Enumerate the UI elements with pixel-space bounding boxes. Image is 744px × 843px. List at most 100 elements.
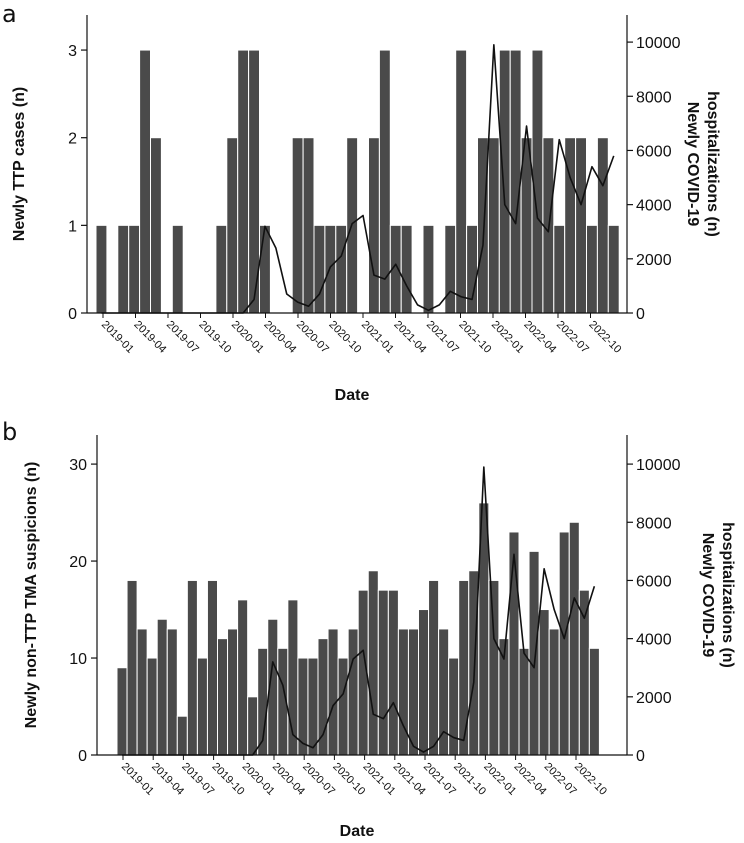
right-tick-label: 0: [636, 748, 645, 765]
bar-b-12: [237, 599, 249, 756]
bar-a-19: [302, 137, 315, 314]
bar-a-18: [291, 137, 304, 314]
x-tick-label: 2020-10: [326, 319, 363, 356]
x-tick-label: 2021-10: [451, 761, 488, 798]
y2-axis-title-line2: hospitalizations (n): [704, 91, 721, 237]
x-tick-label: 2022-07: [554, 319, 591, 356]
bar-a-47: [607, 224, 620, 314]
y2-axis-title-line1: Newly COVID-19: [684, 102, 701, 227]
bar-b-33: [448, 657, 460, 756]
x-tick-label: 2020-07: [300, 761, 337, 798]
bar-a-28: [400, 224, 413, 314]
bar-b-3: [146, 657, 158, 756]
bar-a-5: [150, 137, 162, 314]
y-axis-title: Newly non-TTP TMA suspicions (n): [23, 462, 40, 729]
x-tick-label: 2019-07: [179, 761, 216, 798]
right-tick-label: 4000: [636, 198, 672, 215]
right-tick-label: 6000: [636, 143, 672, 160]
bar-b-6: [176, 715, 188, 756]
left-tick-label: 3: [68, 43, 77, 60]
x-tick-label: 2019-04: [131, 319, 168, 356]
bar-a-4: [139, 49, 152, 314]
right-tick-label: 2000: [636, 252, 672, 269]
right-tick-label: 6000: [636, 573, 672, 590]
bar-a-15: [259, 224, 271, 314]
x-tick-label: 2021-04: [391, 319, 428, 356]
bar-b-8: [196, 657, 208, 756]
x-tick-label: 2021-07: [424, 319, 461, 356]
right-tick-label: 4000: [636, 632, 672, 649]
chart-panel-b: 010203002000400060008000100002019-012019…: [23, 435, 736, 840]
x-tick-label: 2019-10: [209, 761, 246, 798]
bar-a-33: [455, 49, 468, 314]
x-tick-label: 2019-01: [99, 319, 136, 356]
x-tick-label: 2020-01: [229, 319, 266, 356]
bar-a-3: [128, 224, 141, 314]
bar-b-10: [217, 638, 229, 756]
bar-b-30: [418, 609, 430, 756]
bar-b-40: [518, 647, 530, 756]
y-axis-title: Newly TTP cases (n): [11, 87, 28, 241]
x-tick-label: 2021-01: [360, 761, 397, 798]
bar-b-20: [317, 638, 329, 756]
bar-b-27: [387, 589, 399, 756]
y2-axis-title-line1: Newly COVID-19: [699, 533, 716, 658]
bar-a-30: [422, 224, 435, 314]
bar-b-5: [166, 628, 178, 756]
x-tick-label: 2020-10: [330, 761, 367, 798]
right-tick-label: 8000: [636, 89, 672, 106]
bar-b-7: [186, 579, 198, 756]
right-tick-label: 10000: [636, 457, 681, 474]
bar-a-21: [324, 224, 337, 314]
left-tick-label: 1: [68, 218, 77, 235]
bar-a-20: [313, 224, 326, 314]
x-tick-label: 2022-04: [521, 319, 558, 356]
bar-a-46: [596, 137, 609, 314]
bar-a-44: [575, 137, 587, 314]
left-tick-label: 2: [68, 131, 77, 148]
left-tick-label: 30: [69, 457, 87, 474]
bar-b-31: [428, 579, 440, 756]
right-tick-label: 10000: [636, 35, 681, 52]
bar-a-42: [553, 224, 566, 314]
x-tick-label: 2021-10: [456, 319, 493, 356]
bar-a-37: [498, 49, 511, 314]
x-tick-label: 2019-10: [196, 319, 233, 356]
bar-b-22: [337, 657, 349, 756]
bar-b-2: [136, 628, 148, 756]
bar-a-36: [487, 137, 500, 314]
bar-a-25: [368, 137, 380, 314]
bar-b-46: [578, 589, 590, 756]
bar-b-0: [116, 667, 128, 756]
x-tick-label: 2021-07: [421, 761, 458, 798]
x-tick-label: 2022-01: [489, 319, 526, 356]
right-tick-label: 8000: [636, 515, 672, 532]
x-tick-label: 2022-04: [511, 761, 548, 798]
left-tick-label: 20: [69, 554, 87, 571]
right-tick-label: 2000: [636, 690, 672, 707]
bar-b-47: [588, 647, 600, 756]
x-tick-label: 2020-04: [261, 319, 298, 356]
bar-b-39: [508, 531, 520, 756]
bar-b-45: [568, 521, 580, 756]
bar-a-45: [586, 224, 598, 314]
bar-b-26: [377, 589, 389, 756]
bar-b-21: [327, 628, 339, 756]
bar-a-32: [444, 224, 457, 314]
bar-a-13: [237, 49, 250, 314]
bar-a-22: [335, 224, 348, 314]
bar-a-2: [117, 224, 130, 314]
bar-b-25: [367, 570, 379, 756]
x-axis-title: Date: [335, 387, 370, 404]
bar-b-4: [156, 618, 168, 756]
bar-b-9: [206, 579, 218, 756]
bar-a-38: [509, 49, 522, 314]
x-tick-label: 2022-01: [481, 761, 518, 798]
x-tick-label: 2021-04: [391, 761, 428, 798]
right-tick-label: 0: [636, 306, 645, 323]
bar-b-19: [307, 657, 319, 756]
panel-label-a: a: [2, 0, 17, 28]
x-tick-label: 2022-10: [586, 319, 623, 356]
x-tick-label: 2020-04: [270, 761, 307, 798]
